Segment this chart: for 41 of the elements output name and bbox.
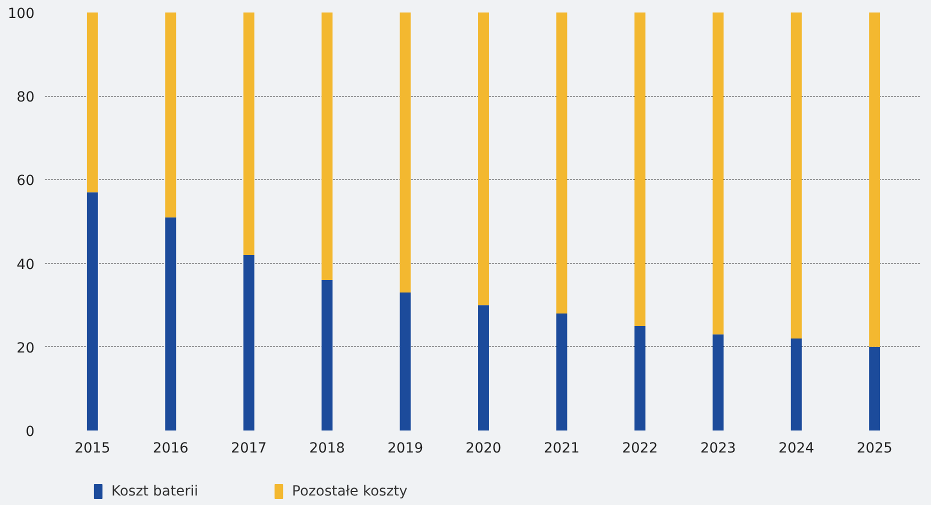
bar xyxy=(790,338,802,430)
x-tick-label: 2015 xyxy=(74,440,110,456)
bar xyxy=(322,280,333,430)
bar xyxy=(165,12,176,218)
legend-label: Pozostałe koszty xyxy=(292,484,408,500)
bar xyxy=(322,12,333,280)
bar xyxy=(243,12,254,255)
bar xyxy=(86,12,98,192)
bar xyxy=(712,12,724,334)
x-tick-label: 2022 xyxy=(622,440,658,456)
bar xyxy=(869,12,880,347)
x-tick-label: 2016 xyxy=(152,440,189,456)
bar xyxy=(634,12,646,326)
bar xyxy=(400,292,411,430)
bar xyxy=(869,346,880,430)
bar xyxy=(243,254,254,430)
y-tick-label: 60 xyxy=(16,173,35,190)
bar xyxy=(556,12,568,314)
x-tick-label: 2019 xyxy=(387,440,424,456)
bar xyxy=(165,217,176,430)
bar xyxy=(478,305,489,430)
legend-label: Koszt baterii xyxy=(111,484,198,500)
x-tick-label: 2024 xyxy=(778,440,814,456)
bar xyxy=(86,192,98,430)
y-tick-label: 80 xyxy=(16,90,35,106)
y-tick-label: 20 xyxy=(16,340,35,356)
bar xyxy=(478,12,489,306)
x-tick-label: 2023 xyxy=(700,440,736,456)
y-tick-label: 0 xyxy=(26,424,35,440)
x-tick-label: 2017 xyxy=(231,440,267,456)
x-tick-label: 2020 xyxy=(466,440,502,456)
bar xyxy=(400,12,411,293)
bar xyxy=(790,12,802,339)
y-tick-label: 40 xyxy=(16,256,35,273)
bar xyxy=(712,334,724,430)
y-tick-label: 100 xyxy=(8,6,35,22)
bar xyxy=(634,326,646,430)
bar xyxy=(556,313,568,430)
x-tick-label: 2025 xyxy=(856,440,892,456)
x-tick-label: 2021 xyxy=(544,440,580,456)
x-tick-label: 2018 xyxy=(309,440,345,456)
